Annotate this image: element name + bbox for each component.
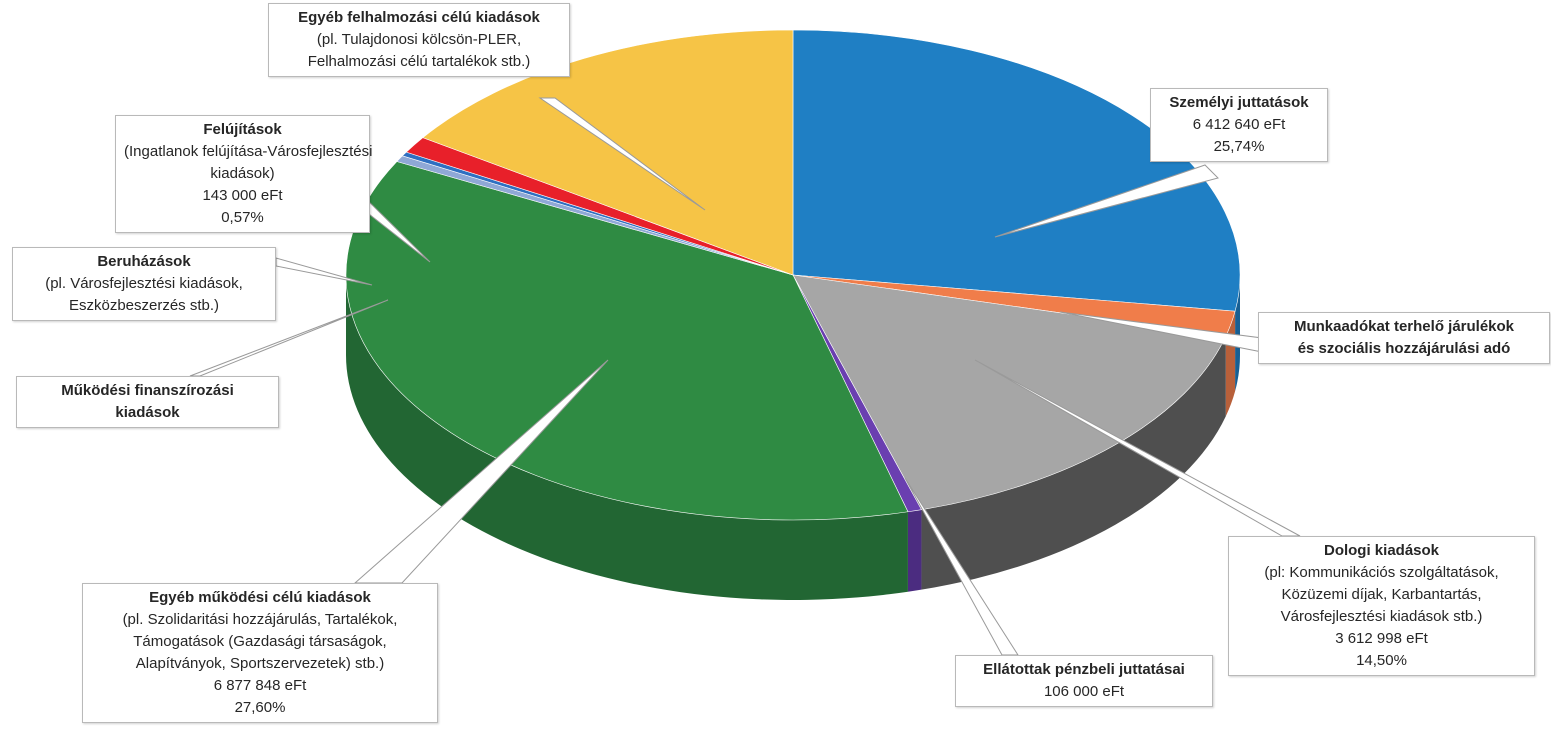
label-dologi-kiadasok: Dologi kiadások (pl: Kommunikációs szolg… bbox=[1228, 536, 1535, 676]
label-percent: 0,57% bbox=[221, 209, 264, 226]
label-value: 143 000 eFt bbox=[202, 187, 283, 204]
label-mukodesi-finanszirozasi: Működési finanszírozási kiadások bbox=[16, 376, 279, 428]
label-line: kiadások bbox=[115, 404, 180, 421]
label-line: Működési finanszírozási bbox=[61, 382, 234, 399]
label-egyeb-felhalmozasi: Egyéb felhalmozási célú kiadások (pl. Tu… bbox=[268, 3, 570, 77]
label-desc: Felhalmozási célú tartalékok stb.) bbox=[307, 53, 531, 70]
slice-side bbox=[907, 509, 922, 592]
label-szemelyi-juttatasok: Személyi juttatások 6 412 640 eFt 25,74% bbox=[1150, 88, 1328, 162]
label-desc: (pl: Kommunikációs szolgáltatások, bbox=[1264, 564, 1499, 581]
label-beruhazasok: Beruházások (pl. Városfejlesztési kiadás… bbox=[12, 247, 276, 321]
label-value: 106 000 eFt bbox=[1043, 683, 1125, 700]
leader-line bbox=[994, 164, 1219, 238]
label-desc: kiadások) bbox=[210, 165, 275, 182]
leader-line bbox=[538, 97, 706, 211]
label-title: Beruházások bbox=[97, 253, 191, 270]
label-desc: Alapítványok, Sportszervezetek) stb.) bbox=[135, 655, 385, 672]
label-felujitasok: Felújítások (Ingatlanok felújítása-Város… bbox=[115, 115, 373, 233]
label-title: Dologi kiadások bbox=[1323, 542, 1440, 559]
label-value: 3 612 998 eFt bbox=[1335, 630, 1428, 647]
label-percent: 25,74% bbox=[1213, 138, 1265, 155]
label-egyeb-mukodesi: Egyéb működési célú kiadások (pl. Szolid… bbox=[82, 583, 438, 723]
callout-leaders bbox=[189, 97, 1301, 656]
label-munkaadokat-terhelo: Munkaadókat terhelő járulékok és szociál… bbox=[1258, 312, 1550, 364]
slice-2 bbox=[792, 274, 1227, 510]
label-title: Felújítások bbox=[203, 121, 282, 138]
label-desc: (Ingatlanok felújítása-Városfejlesztési bbox=[124, 143, 373, 160]
slice-0 bbox=[792, 29, 1241, 312]
label-desc: Támogatások (Gazdasági társaságok, bbox=[133, 633, 387, 650]
label-ellatottak: Ellátottak pénzbeli juttatásai 106 000 e… bbox=[955, 655, 1213, 707]
label-percent: 14,50% bbox=[1356, 652, 1407, 669]
label-line: Munkaadókat terhelő járulékok bbox=[1293, 318, 1515, 335]
label-line: és szociális hozzájárulási adó bbox=[1297, 340, 1511, 357]
slice-8 bbox=[422, 29, 794, 276]
label-title: Egyéb működési célú kiadások bbox=[149, 589, 371, 606]
label-desc: Közüzemi díjak, Karbantartás, bbox=[1281, 586, 1482, 603]
slice-4 bbox=[345, 161, 909, 521]
leader-line bbox=[275, 257, 373, 286]
label-desc: (pl. Tulajdonosi kölcsön-PLER, bbox=[316, 31, 522, 48]
label-percent: 27,60% bbox=[234, 699, 286, 716]
label-desc: (pl. Városfejlesztési kiadások, bbox=[45, 275, 243, 292]
label-desc: Eszközbeszerzés stb.) bbox=[68, 297, 220, 314]
label-title: Személyi juttatások bbox=[1169, 94, 1309, 111]
pie-slices bbox=[345, 29, 1241, 521]
slice-side bbox=[1235, 275, 1240, 392]
label-desc: (pl. Szolidaritási hozzájárulás, Tartalé… bbox=[122, 611, 398, 628]
slice-side bbox=[346, 275, 908, 601]
label-value: 6 412 640 eFt bbox=[1192, 116, 1286, 133]
label-value: 6 877 848 eFt bbox=[213, 677, 307, 694]
label-desc: Városfejlesztési kiadások stb.) bbox=[1280, 608, 1483, 625]
label-title: Egyéb felhalmozási célú kiadások bbox=[298, 9, 540, 26]
slice-side bbox=[921, 336, 1226, 590]
label-title: Ellátottak pénzbeli juttatásai bbox=[983, 661, 1185, 678]
